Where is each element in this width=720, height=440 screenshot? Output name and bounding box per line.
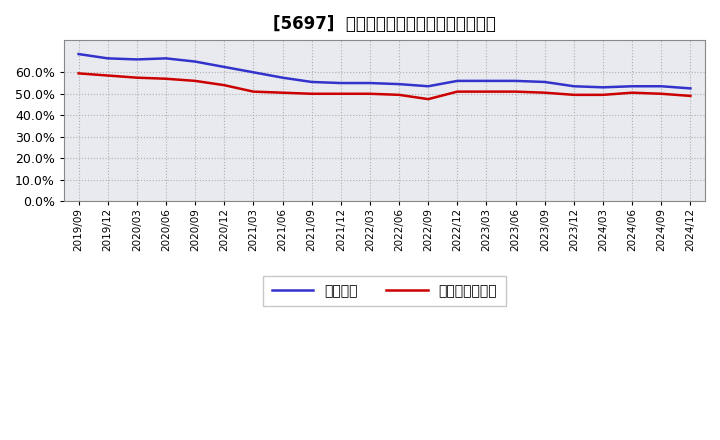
- 固定長期適合率: [74, 71, 83, 76]
- Line: 固定比率: 固定比率: [78, 54, 690, 88]
- 固定長期適合率: [307, 91, 316, 96]
- 固定長期適合率: [249, 89, 258, 94]
- 固定比率: [541, 79, 549, 84]
- 固定長期適合率: [132, 75, 141, 81]
- 固定長期適合率: [628, 90, 636, 95]
- 固定長期適合率: [511, 89, 520, 94]
- 固定長期適合率: [191, 78, 199, 84]
- 固定比率: [686, 86, 695, 91]
- 固定長期適合率: [424, 96, 433, 102]
- 固定比率: [307, 79, 316, 84]
- 固定比率: [191, 59, 199, 64]
- 固定比率: [511, 78, 520, 84]
- Line: 固定長期適合率: 固定長期適合率: [78, 73, 690, 99]
- 固定比率: [482, 78, 491, 84]
- 固定比率: [453, 78, 462, 84]
- 固定長期適合率: [162, 76, 171, 81]
- 固定比率: [162, 56, 171, 61]
- 固定長期適合率: [570, 92, 578, 98]
- 固定長期適合率: [541, 90, 549, 95]
- 固定長期適合率: [453, 89, 462, 94]
- 固定比率: [599, 84, 608, 90]
- 固定比率: [570, 84, 578, 89]
- 固定比率: [132, 57, 141, 62]
- 固定比率: [336, 81, 345, 86]
- Title: [5697]  固定比率、固定長期適合率の推移: [5697] 固定比率、固定長期適合率の推移: [273, 15, 496, 33]
- 固定長期適合率: [482, 89, 491, 94]
- 固定比率: [395, 81, 403, 87]
- 固定比率: [657, 84, 665, 89]
- 固定長期適合率: [599, 92, 608, 98]
- 固定長期適合率: [278, 90, 287, 95]
- 固定比率: [424, 84, 433, 89]
- 固定比率: [366, 81, 374, 86]
- 固定比率: [104, 56, 112, 61]
- 固定比率: [74, 51, 83, 57]
- 固定長期適合率: [104, 73, 112, 78]
- 固定長期適合率: [366, 91, 374, 96]
- 固定比率: [278, 75, 287, 81]
- 固定比率: [220, 64, 228, 70]
- 固定比率: [249, 70, 258, 75]
- 固定比率: [628, 84, 636, 89]
- 固定長期適合率: [395, 92, 403, 98]
- 固定長期適合率: [336, 91, 345, 96]
- 固定長期適合率: [686, 93, 695, 99]
- 固定長期適合率: [657, 91, 665, 96]
- 固定長期適合率: [220, 83, 228, 88]
- Legend: 固定比率, 固定長期適合率: 固定比率, 固定長期適合率: [264, 275, 505, 306]
